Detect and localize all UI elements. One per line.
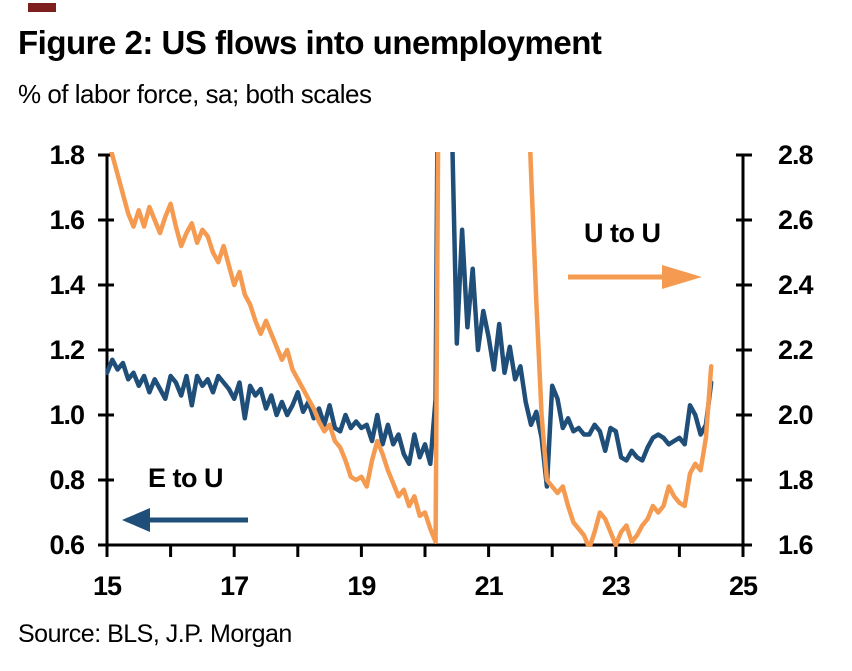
- x-axis-tick-label: 23: [601, 571, 631, 601]
- left-axis-tick-label: 1.2: [49, 335, 85, 365]
- right-axis-tick-label: 2.6: [778, 205, 814, 235]
- x-axis-tick-label: 17: [220, 571, 249, 601]
- x-axis-tick-label: 15: [92, 571, 122, 601]
- series-label-u-to-u: U to U: [584, 218, 661, 248]
- right-axis-tick-label: 2.2: [778, 335, 814, 365]
- left-axis-tick-label: 1.6: [49, 205, 85, 235]
- source-note: Source: BLS, J.P. Morgan: [18, 620, 292, 648]
- x-axis-tick-label: 25: [728, 571, 758, 601]
- e-to-u-line: [106, 152, 714, 489]
- left-axis-tick-label: 0.8: [49, 465, 85, 495]
- x-axis-tick-label: 19: [347, 571, 376, 601]
- series-label-e-to-u: E to U: [148, 463, 224, 493]
- x-axis-tick-label: 21: [474, 571, 504, 601]
- cropped-content-artifact: [28, 3, 56, 12]
- e-to-u-arrow-head: [122, 508, 150, 532]
- left-axis-tick-label: 1.8: [49, 140, 85, 170]
- right-axis-tick-label: 2.4: [778, 270, 814, 300]
- right-axis-tick-label: 2.8: [778, 140, 814, 170]
- figure-subtitle: % of labor force, sa; both scales: [18, 79, 372, 109]
- right-axis-tick-label: 1.8: [778, 465, 814, 495]
- right-axis-tick-label: 1.6: [778, 530, 814, 560]
- figure-title: Figure 2: US flows into unemployment: [18, 24, 602, 61]
- left-axis-tick-label: 1.0: [49, 400, 85, 430]
- left-axis-tick-label: 0.6: [49, 530, 85, 560]
- left-axis-tick-label: 1.4: [49, 270, 85, 300]
- u-to-u-arrow-head: [662, 265, 702, 289]
- right-axis-tick-label: 2.0: [778, 400, 814, 430]
- u-to-u-line: [109, 152, 714, 547]
